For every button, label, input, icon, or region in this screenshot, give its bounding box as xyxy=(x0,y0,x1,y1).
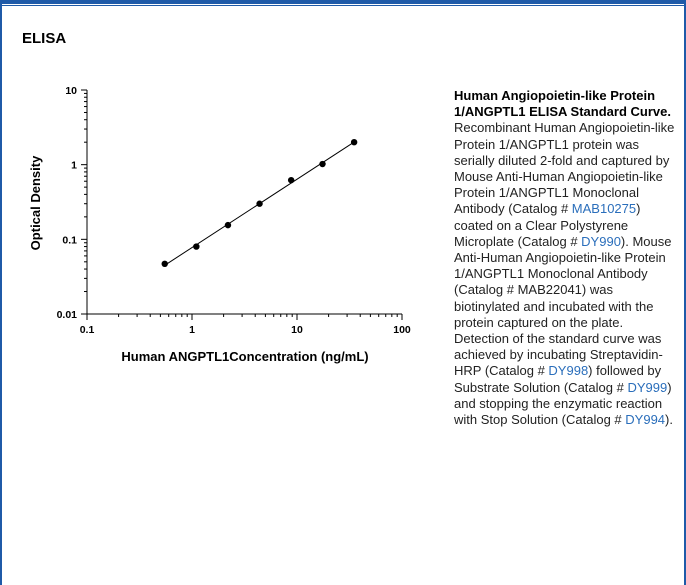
data-point xyxy=(193,243,200,250)
x-tick-label: 10 xyxy=(291,324,303,336)
x-tick-label: 1 xyxy=(189,324,195,336)
catalog-link-dy999[interactable]: DY999 xyxy=(627,379,668,395)
right-border xyxy=(684,0,686,585)
y-tick-label: 0.1 xyxy=(62,234,77,246)
x-axis-label: Human ANGPTL1Concentration (ng/mL) xyxy=(121,349,368,364)
caption-title: Human Angiopoietin-like Protein 1/ANGPTL… xyxy=(454,88,671,120)
section-title: ELISA xyxy=(22,30,67,47)
x-tick-label: 0.1 xyxy=(80,324,95,336)
catalog-link-dy998[interactable]: DY998 xyxy=(548,363,589,379)
caption-text-6: ). xyxy=(665,412,673,428)
y-tick-label: 10 xyxy=(65,85,77,97)
chart-marks xyxy=(161,138,358,268)
data-point xyxy=(224,221,232,229)
data-point xyxy=(256,200,263,207)
catalog-link-dy990[interactable]: DY990 xyxy=(581,233,621,249)
caption-text-1: Recombinant Human Angiopoietin-like Prot… xyxy=(454,120,675,217)
left-border xyxy=(0,0,2,585)
x-tick-label: 100 xyxy=(393,324,411,336)
caption-text-2: ) coated on a Clear Polystyrene Micropla… xyxy=(454,201,641,249)
y-tick-label: 1 xyxy=(71,160,77,172)
top-border-band xyxy=(0,0,686,4)
top-border-line xyxy=(0,5,686,6)
catalog-link-mab10275[interactable]: MAB10275 xyxy=(571,201,637,217)
caption-text-4: ) followed by Substrate Solution (Catalo… xyxy=(454,363,662,395)
y-tick-label: 0.01 xyxy=(57,309,78,321)
data-point xyxy=(319,160,326,168)
data-point xyxy=(287,176,295,184)
figure-caption: Human Angiopoietin-like Protein 1/ANGPTL… xyxy=(454,88,678,428)
data-point xyxy=(350,138,358,146)
caption-text-3: ). Mouse Anti-Human Angiopoietin-like Pr… xyxy=(454,233,672,379)
catalog-link-dy994[interactable]: DY994 xyxy=(625,412,666,428)
data-point xyxy=(161,260,168,268)
caption-text-5: ) and stopping the enzymatic reaction wi… xyxy=(454,379,672,428)
y-axis-label: Optical Density xyxy=(28,155,43,250)
